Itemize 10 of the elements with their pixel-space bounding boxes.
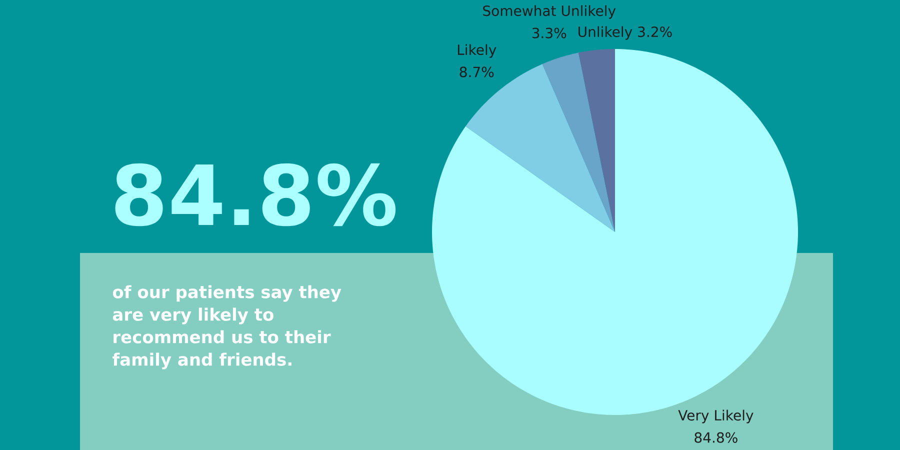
data-label: 84.8% bbox=[694, 432, 738, 443]
data-label: 3.2% bbox=[638, 26, 672, 38]
slice-label: Very Likely bbox=[678, 410, 754, 424]
data-label: 3.3% bbox=[532, 28, 566, 38]
slice-label: Likely bbox=[458, 44, 496, 58]
text: 84.8% bbox=[115, 163, 396, 226]
slice-label: Somewhat Unlikely bbox=[483, 5, 616, 19]
data-label: 8.7% bbox=[460, 66, 494, 78]
text: of our patients say they are very likely to recommend us to their family and friends. bbox=[112, 285, 342, 370]
slice-label: Unlikely bbox=[578, 26, 632, 40]
